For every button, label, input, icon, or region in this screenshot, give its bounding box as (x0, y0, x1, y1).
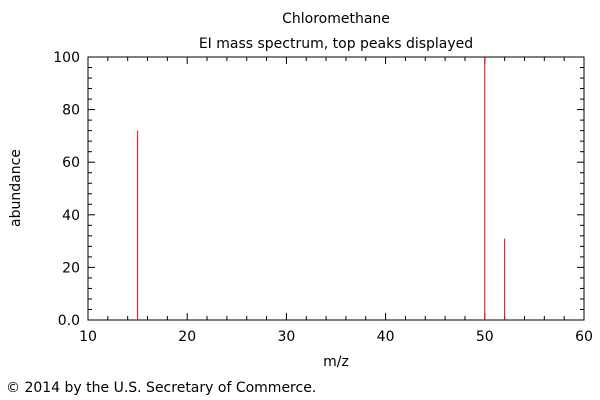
y-tick-label: 0.0 (58, 313, 80, 329)
x-tick-label: 60 (575, 329, 593, 345)
peak-series (137, 57, 506, 320)
chart-subtitle: EI mass spectrum, top peaks displayed (199, 36, 473, 52)
x-axis-label: m/z (323, 354, 349, 370)
x-tick-label: 20 (178, 329, 196, 345)
chart-title: Chloromethane (282, 11, 390, 27)
y-axis-label: abundance (8, 149, 24, 227)
y-tick-label: 80 (62, 103, 80, 119)
plot-axes: 10 20 30 40 50 60 0.0 20 40 60 80 100 (53, 50, 593, 345)
y-tick-label: 40 (62, 208, 80, 224)
plot-frame (87, 56, 585, 321)
y-tick-label: 20 (62, 260, 80, 276)
mass-spectrum-chart: Chloromethane EI mass spectrum, top peak… (8, 11, 593, 370)
y-tick-label: 60 (62, 155, 80, 171)
x-tick-label: 40 (377, 329, 395, 345)
copyright-notice: © 2014 by the U.S. Secretary of Commerce… (6, 380, 317, 396)
y-tick-label: 100 (53, 50, 80, 66)
x-tick-label: 30 (277, 329, 295, 345)
x-tick-label: 50 (476, 329, 494, 345)
x-tick-label: 10 (79, 329, 97, 345)
